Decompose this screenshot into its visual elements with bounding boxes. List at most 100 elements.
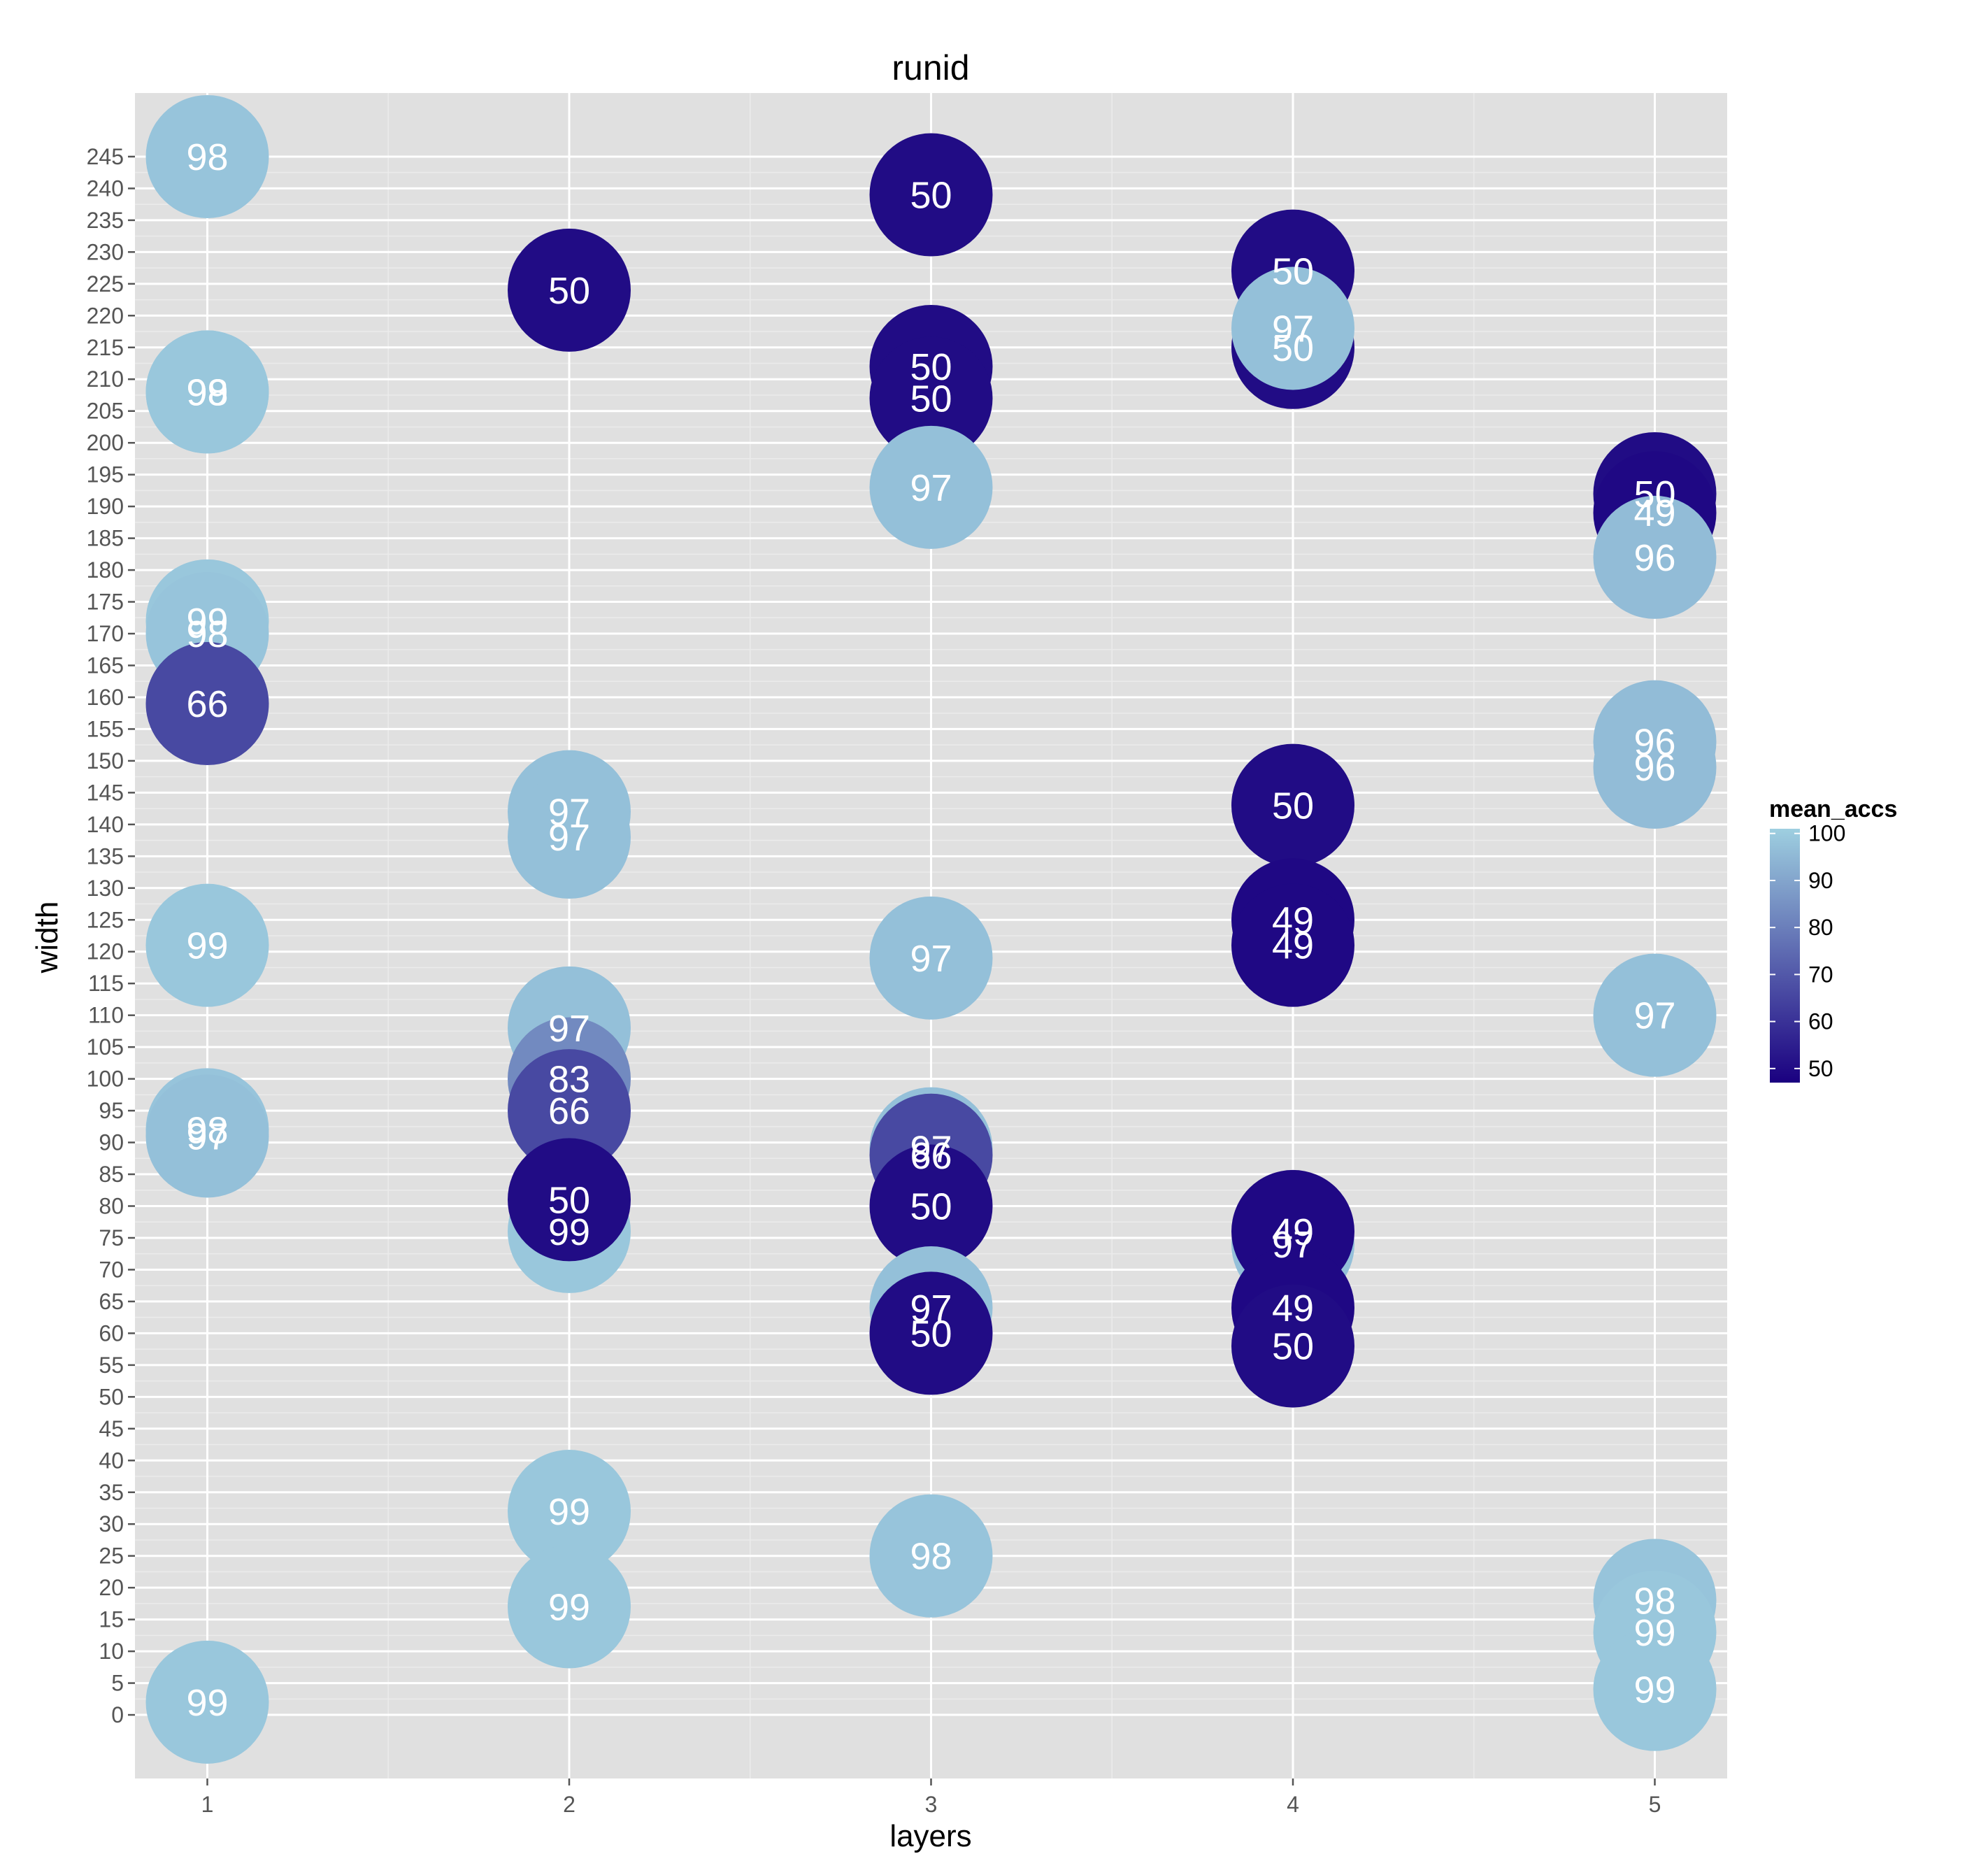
point-label: 66 <box>548 1090 590 1132</box>
data-point <box>869 1494 993 1618</box>
point-label: 50 <box>910 175 952 217</box>
y-tick-label: 45 <box>99 1416 124 1441</box>
y-tick-label: 35 <box>99 1480 124 1505</box>
point-label: 50 <box>1633 473 1675 515</box>
point-circle <box>145 330 269 454</box>
y-tick-label: 30 <box>99 1511 124 1537</box>
data-point <box>1593 495 1717 619</box>
point-label: 98 <box>186 613 228 655</box>
data-point <box>145 642 269 766</box>
point-label: 97 <box>548 817 590 859</box>
point-label: 98 <box>910 1536 952 1578</box>
data-point <box>145 1074 269 1198</box>
y-tick-label: 170 <box>87 621 124 646</box>
y-tick-label: 210 <box>87 366 124 392</box>
point-circle <box>145 1074 269 1198</box>
point-label: 50 <box>1272 785 1314 827</box>
point-label: 97 <box>1272 1224 1314 1266</box>
data-point <box>1593 1627 1717 1751</box>
point-label: 96 <box>1633 537 1675 579</box>
point-circle <box>1231 1284 1354 1408</box>
y-tick-label: 105 <box>87 1034 124 1060</box>
y-tick-label: 145 <box>87 780 124 805</box>
x-tick-label: 5 <box>1649 1792 1661 1817</box>
x-tick-label: 3 <box>925 1792 938 1817</box>
y-tick-label: 90 <box>99 1130 124 1155</box>
point-circle <box>1593 1627 1717 1751</box>
y-tick-label: 190 <box>87 494 124 519</box>
point-circle <box>869 1144 993 1268</box>
data-point <box>145 1640 269 1764</box>
point-label: 97 <box>910 467 952 509</box>
point-circle <box>869 1271 993 1395</box>
point-label: 96 <box>1633 722 1675 764</box>
point-label: 98 <box>186 1109 228 1151</box>
point-label: 49 <box>1272 1211 1314 1253</box>
point-label: 50 <box>1272 1326 1314 1368</box>
y-tick-label: 75 <box>99 1225 124 1250</box>
y-tick-label: 5 <box>111 1671 124 1696</box>
legend-tick-label: 100 <box>1808 821 1845 846</box>
legend-ticks: 50 60 70 80 90 100 <box>1770 821 1845 1081</box>
point-circle <box>508 1049 631 1173</box>
point-label: 50 <box>910 1186 952 1228</box>
x-axis-label: layers <box>889 1819 971 1853</box>
y-tick-label: 55 <box>99 1353 124 1378</box>
point-label: 50 <box>548 1179 590 1221</box>
legend: mean_accs 50 60 70 80 90 100 <box>1769 796 1897 1083</box>
y-tick-label: 235 <box>87 208 124 233</box>
point-label: 99 <box>186 601 228 643</box>
point-label: 50 <box>910 346 952 388</box>
point-label: 97 <box>910 938 952 980</box>
y-tick-label: 195 <box>87 462 124 487</box>
point-label: 97 <box>910 1288 952 1329</box>
point-label: 49 <box>1272 1288 1314 1329</box>
data-point <box>1231 883 1354 1007</box>
point-circle <box>508 776 631 899</box>
y-tick-label: 0 <box>111 1702 124 1727</box>
data-point <box>1231 743 1354 867</box>
point-label: 99 <box>1633 1669 1675 1711</box>
y-tick-label: 60 <box>99 1320 124 1346</box>
y-tick-label: 110 <box>88 1003 124 1028</box>
y-tick-label: 245 <box>87 144 124 169</box>
data-points: 9898999998669998979950979797836699509999… <box>145 94 1717 1764</box>
data-point <box>1593 706 1717 829</box>
point-circle <box>869 336 993 460</box>
data-point <box>1593 953 1717 1077</box>
y-tick-label: 180 <box>87 557 124 583</box>
y-tick-label: 130 <box>87 876 124 901</box>
data-point <box>508 776 631 899</box>
y-tick-label: 120 <box>87 939 124 964</box>
data-point <box>1231 266 1354 390</box>
point-label: 50 <box>910 1313 952 1355</box>
point-circle <box>508 1450 631 1574</box>
y-tick-label: 15 <box>99 1607 124 1632</box>
data-point <box>508 1545 631 1669</box>
legend-tick-label: 50 <box>1808 1056 1833 1081</box>
point-circle <box>145 1640 269 1764</box>
point-label: 66 <box>186 683 228 725</box>
y-tick-label: 25 <box>99 1544 124 1569</box>
point-label: 99 <box>1633 1612 1675 1654</box>
point-label: 99 <box>186 925 228 967</box>
point-label: 97 <box>548 792 590 834</box>
y-axis-label: width <box>30 901 64 974</box>
point-circle <box>1231 743 1354 867</box>
point-circle <box>1593 706 1717 829</box>
point-label: 50 <box>1272 327 1314 369</box>
y-tick-label: 165 <box>87 653 124 678</box>
point-label: 66 <box>910 1135 952 1177</box>
legend-colorbar <box>1770 829 1800 1083</box>
point-label: 83 <box>548 1059 590 1101</box>
y-tick-label: 240 <box>87 176 124 201</box>
legend-tick-label: 90 <box>1808 868 1833 893</box>
data-point <box>869 896 993 1020</box>
point-circle <box>869 1494 993 1618</box>
point-circle <box>1231 883 1354 1007</box>
axes: 0510152025303540455055606570758085909510… <box>87 144 1661 1817</box>
point-label: 50 <box>548 270 590 312</box>
point-label: 99 <box>548 1211 590 1253</box>
point-label: 99 <box>186 371 228 413</box>
legend-tick-label: 70 <box>1808 962 1833 987</box>
